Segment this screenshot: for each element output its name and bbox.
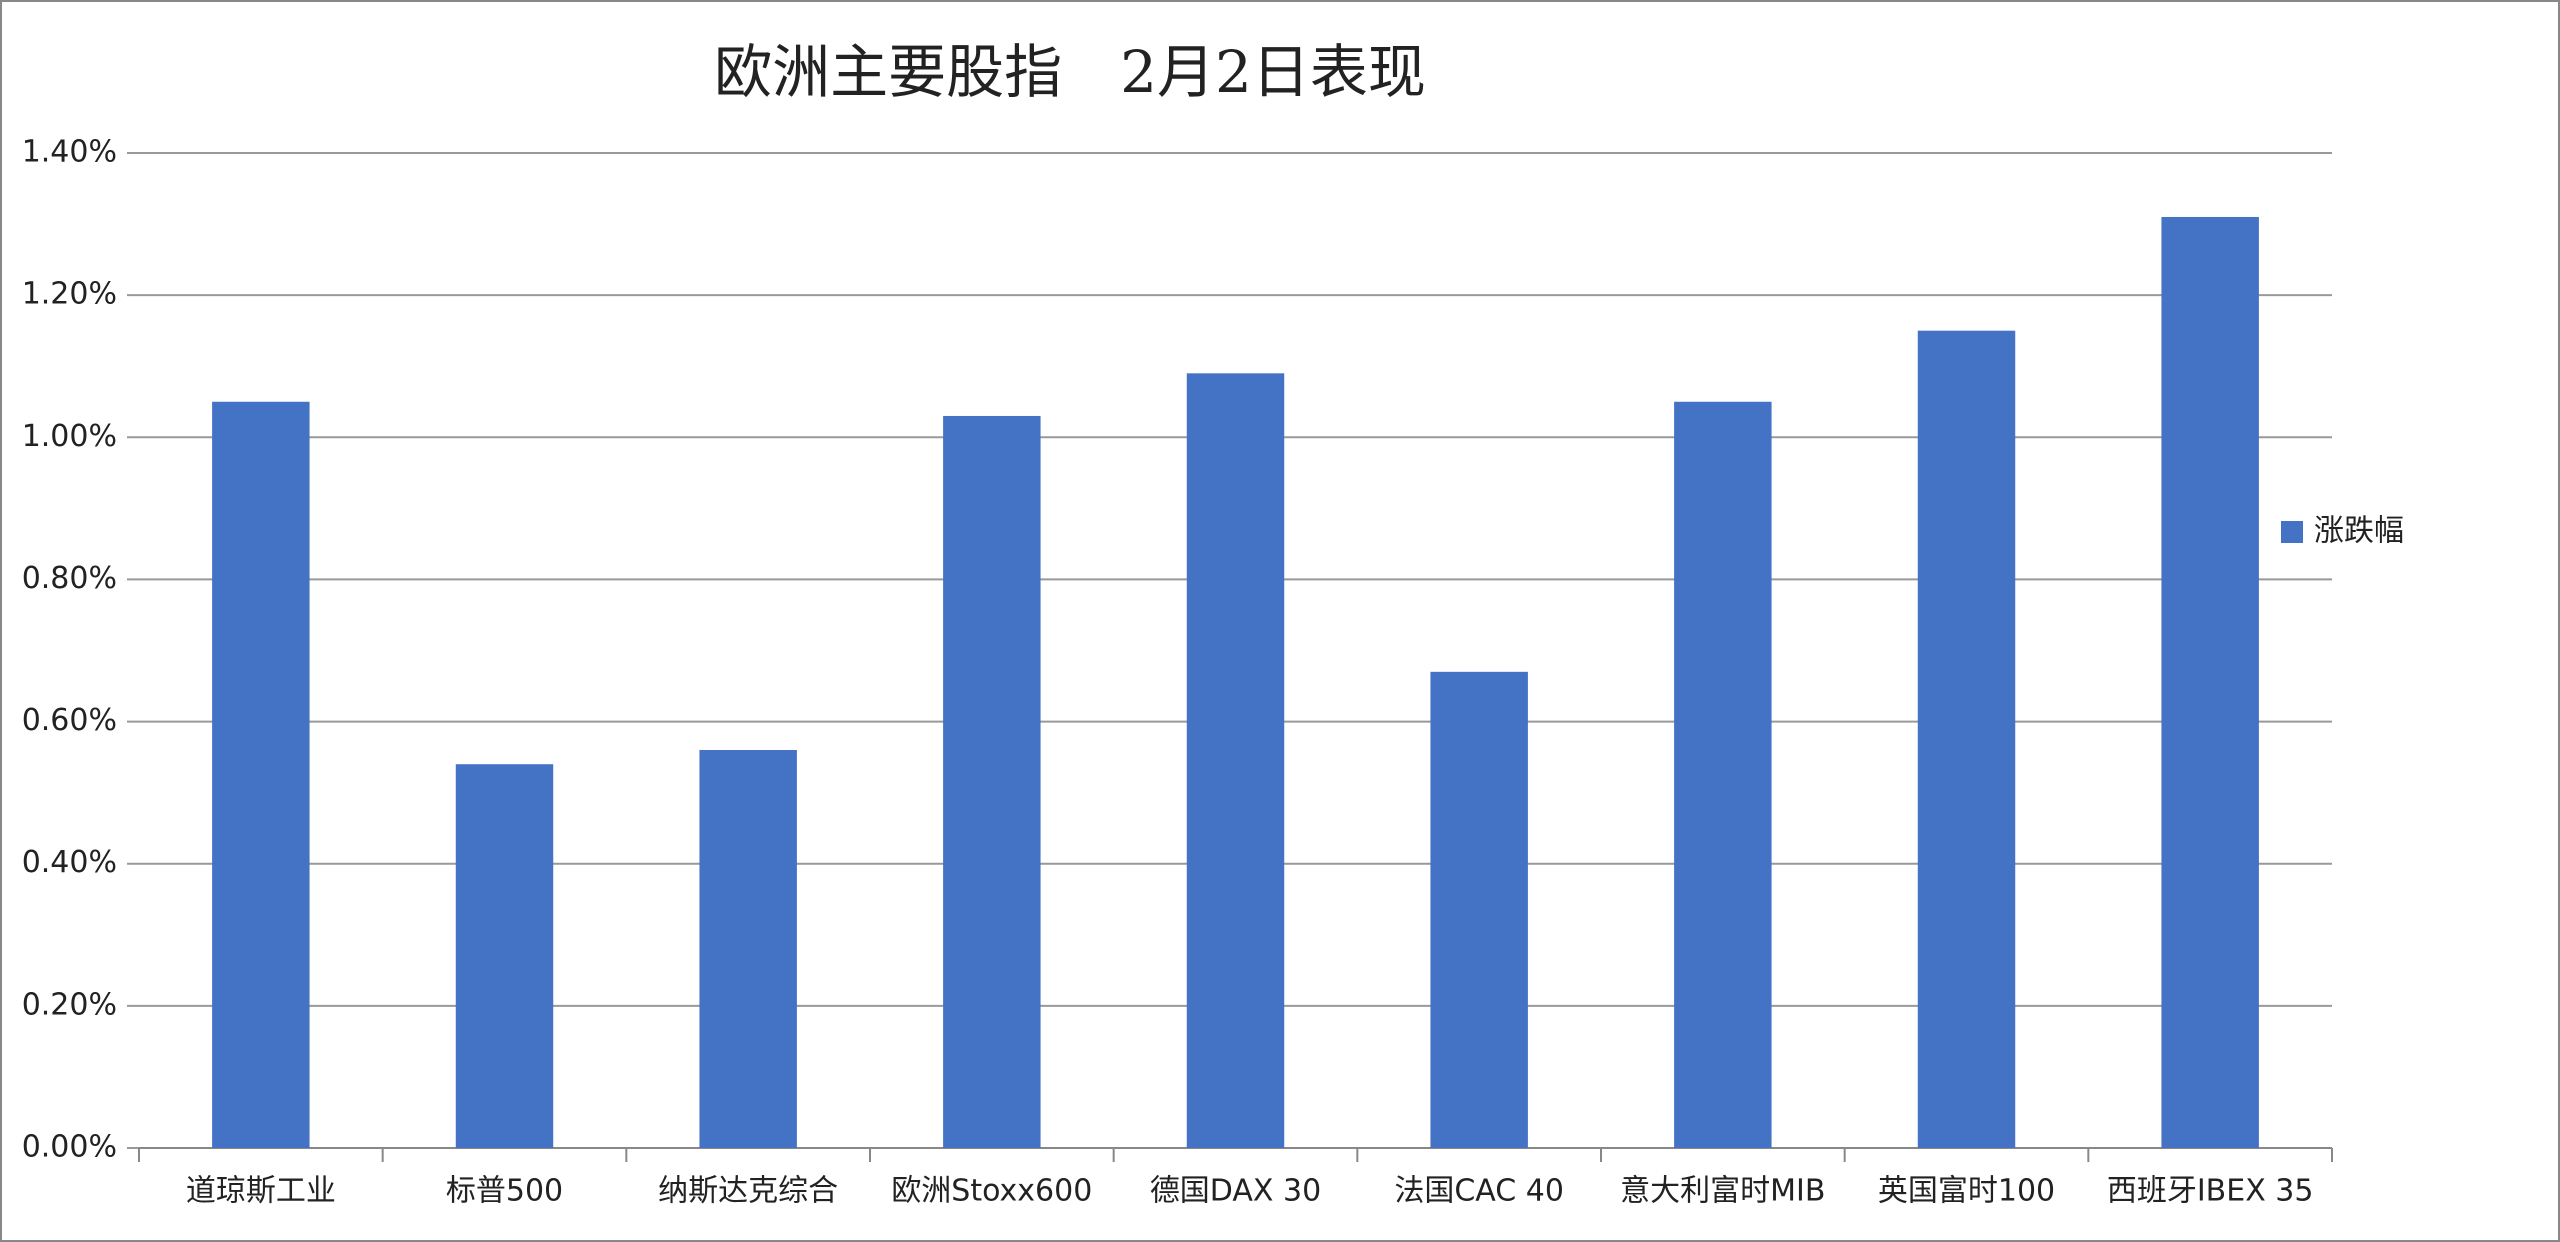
- legend-swatch: [2281, 521, 2303, 543]
- y-tick-label: 1.40%: [22, 135, 117, 170]
- y-tick-label: 1.20%: [22, 277, 117, 312]
- x-tick-label: 意大利富时MIB: [1620, 1174, 1825, 1209]
- y-tick-label: 0.40%: [22, 845, 117, 880]
- y-tick-label: 1.00%: [22, 419, 117, 454]
- bar: [2161, 216, 2259, 1148]
- x-tick-label: 德国DAX 30: [1150, 1174, 1321, 1209]
- bar: [212, 401, 310, 1148]
- bar: [1674, 401, 1772, 1148]
- bar: [943, 415, 1041, 1148]
- x-tick-label: 欧洲Stoxx600: [891, 1174, 1092, 1209]
- y-tick-label: 0.20%: [22, 987, 117, 1022]
- x-tick-label: 道琼斯工业: [186, 1174, 336, 1209]
- x-tick-label: 西班牙IBEX 35: [2107, 1174, 2314, 1209]
- y-tick-label: 0.00%: [22, 1130, 117, 1165]
- x-tick-label: 标普500: [446, 1174, 563, 1209]
- x-tick-label: 纳斯达克综合: [658, 1174, 838, 1209]
- y-tick-label: 0.60%: [22, 703, 117, 738]
- bar: [1430, 671, 1528, 1148]
- bar: [699, 750, 797, 1148]
- bar: [1917, 330, 2016, 1148]
- legend-label: 涨跌幅: [2314, 514, 2404, 549]
- x-tick-label: 法国CAC 40: [1394, 1174, 1564, 1209]
- bar: [455, 764, 554, 1148]
- bar: [1186, 373, 1285, 1149]
- chart-title: 欧洲主要股指 2月2日表现: [714, 38, 1426, 106]
- y-tick-label: 0.80%: [22, 561, 117, 596]
- x-tick-label: 英国富时100: [1878, 1174, 2055, 1209]
